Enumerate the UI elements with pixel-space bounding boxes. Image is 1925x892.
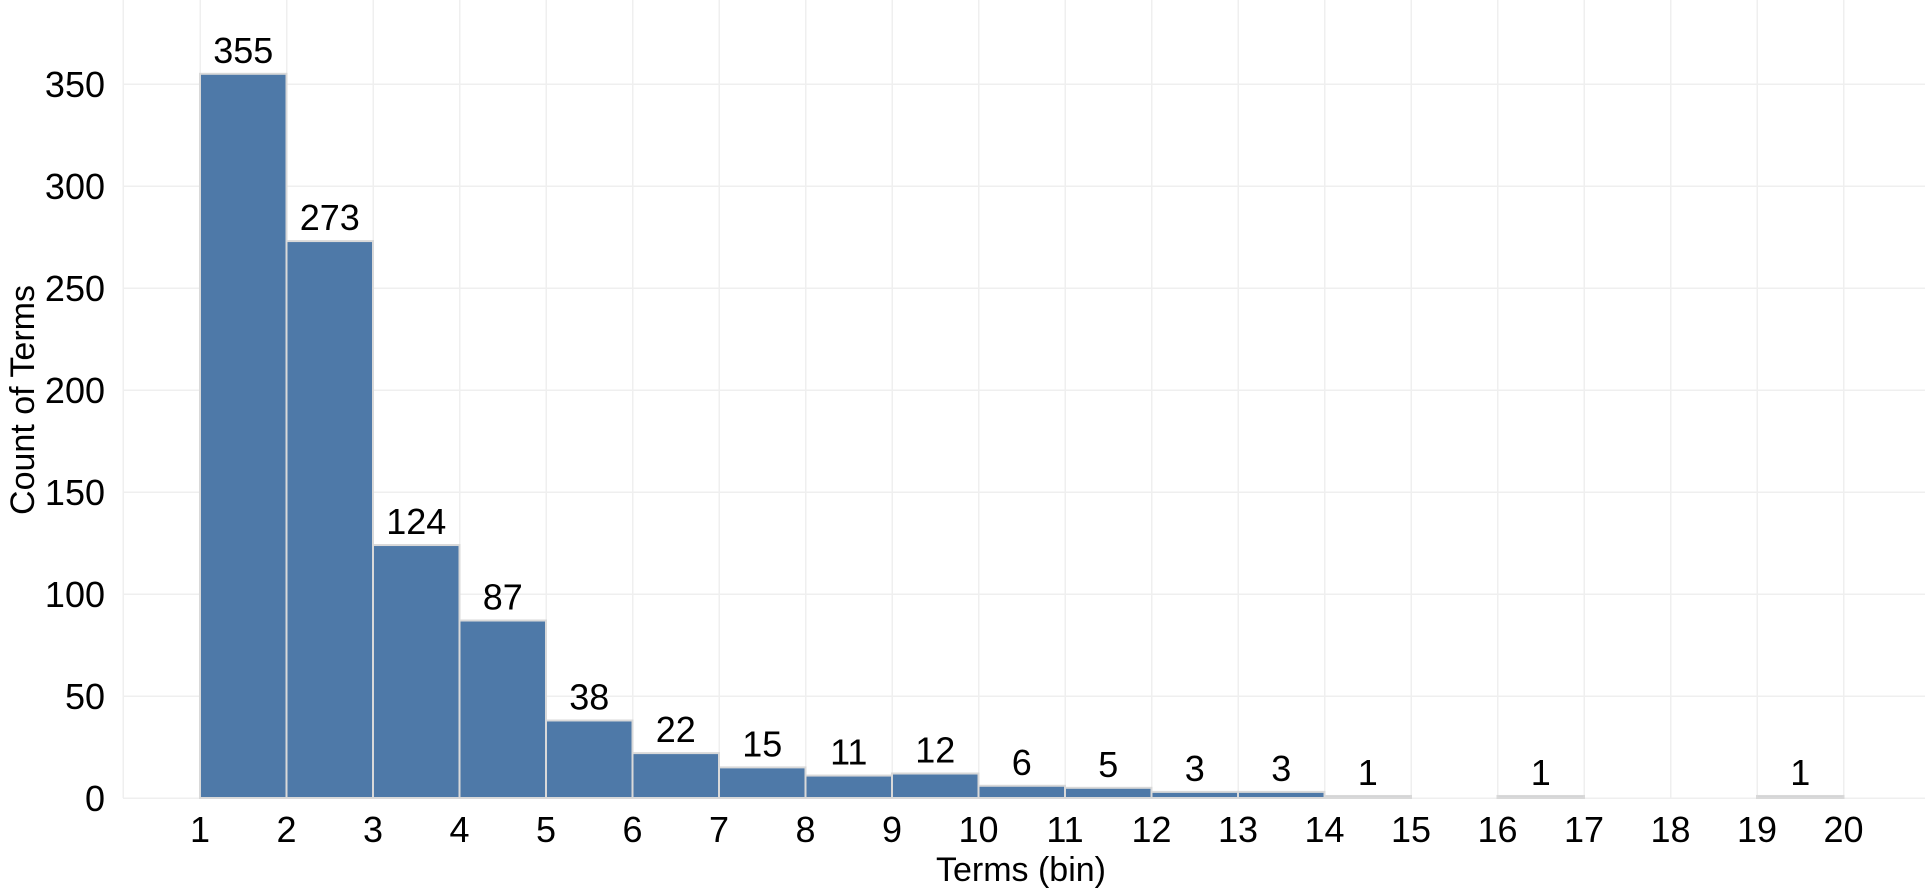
histogram-bar [1323, 794, 1412, 800]
x-tick-label: 12 [1131, 809, 1171, 850]
histogram-bar [891, 772, 980, 800]
histogram-bar [977, 784, 1066, 800]
x-tick-label: 2 [276, 809, 296, 850]
x-tick-label: 8 [795, 809, 815, 850]
grid-layer [122, 0, 1925, 799]
y-tick-label: 350 [45, 64, 105, 105]
bars-layer [199, 72, 1845, 800]
x-tick-label: 1 [190, 809, 210, 850]
bar-value-label: 124 [386, 501, 446, 542]
histogram-bar [199, 72, 288, 800]
x-tick-label: 11 [1046, 809, 1083, 850]
y-tick-label: 100 [45, 574, 105, 615]
histogram-bar [458, 619, 547, 800]
bar-value-label: 273 [300, 197, 360, 238]
x-axis-title: Terms (bin) [936, 851, 1106, 889]
bar-value-label: 12 [915, 730, 955, 771]
x-tick-label: 7 [709, 809, 729, 850]
y-axis-title: Count of Terms [4, 285, 42, 515]
histogram-bar [1496, 794, 1585, 800]
y-tick-label: 150 [45, 472, 105, 513]
bar-value-label: 1 [1531, 752, 1551, 793]
bar-value-label: 15 [742, 723, 782, 764]
bar-value-label: 3 [1271, 748, 1291, 789]
histogram-bar [1756, 794, 1845, 800]
bar-value-label: 87 [483, 577, 523, 618]
x-tick-label: 3 [363, 809, 383, 850]
x-tick-label: 17 [1564, 809, 1604, 850]
y-tick-label: 50 [65, 676, 105, 717]
x-tick-label: 13 [1218, 809, 1258, 850]
histogram-bar [631, 752, 720, 799]
histogram-bar [718, 766, 807, 800]
x-tick-label: 20 [1823, 809, 1863, 850]
bar-value-label: 5 [1098, 744, 1118, 785]
bar-value-label: 38 [569, 676, 609, 717]
bar-value-label: 11 [830, 732, 867, 773]
bar-value-label: 3 [1185, 748, 1205, 789]
histogram-bar [1237, 790, 1326, 800]
histogram-bar [1150, 790, 1239, 800]
x-tick-label: 5 [536, 809, 556, 850]
x-tick-label: 14 [1304, 809, 1344, 850]
histogram-bar [285, 240, 374, 799]
histogram-bar [804, 774, 893, 799]
bar-value-label: 6 [1012, 742, 1032, 783]
bar-value-label: 1 [1358, 752, 1378, 793]
bar-value-label: 22 [656, 709, 696, 750]
x-tick-label: 10 [958, 809, 998, 850]
x-tick-label: 9 [882, 809, 902, 850]
y-tick-label: 200 [45, 370, 105, 411]
x-tick-label: 6 [622, 809, 642, 850]
x-tick-label: 19 [1737, 809, 1777, 850]
histogram-bar [545, 719, 634, 799]
x-tick-label: 4 [449, 809, 469, 850]
histogram-bar [372, 544, 461, 799]
x-tick-label: 15 [1391, 809, 1431, 850]
bar-value-label: 1 [1790, 752, 1810, 793]
y-tick-label: 250 [45, 268, 105, 309]
x-tick-label: 18 [1650, 809, 1690, 850]
bar-value-label: 355 [213, 30, 273, 71]
y-tick-label: 0 [85, 778, 105, 819]
axis-tick-labels-layer: 1 2 3 4 5 6 7 8 9 10 11 12 13 14 15 16 17 18 19 20050100150… [45, 64, 1864, 850]
histogram-bar [1064, 786, 1153, 799]
y-tick-label: 300 [45, 166, 105, 207]
x-tick-label: 16 [1477, 809, 1517, 850]
